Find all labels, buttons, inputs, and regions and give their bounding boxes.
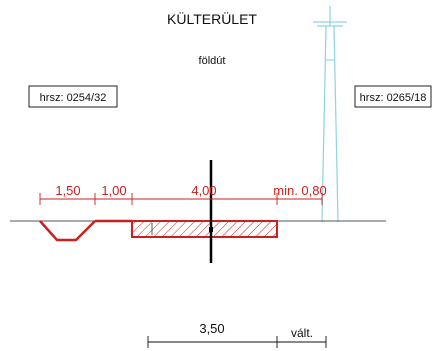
roadway-section [131,220,278,238]
dimension-ditch: 1,50 [55,183,80,198]
parcel-left: hrsz: 0254/32 [28,85,118,108]
dimension-shoulder: 1,00 [101,183,126,198]
lower-dimension-chain [147,336,327,348]
dimension-lower-suffix: vált. [291,326,313,340]
ditch [39,220,96,242]
dimension-roadway: 4,00 [191,183,216,198]
axis-marker [209,227,213,232]
utility-pole-icon [313,6,347,223]
drawing-title: KÜLTERÜLET [167,10,257,27]
parcel-right-label: hrsz: 0265/18 [360,92,427,104]
parcel-left-label: hrsz: 0254/32 [40,92,107,104]
upper-dimension-chain [39,193,323,205]
dimension-lower: 3,50 [199,321,224,336]
surface-label: földút [199,55,226,67]
parcel-right: hrsz: 0265/18 [354,85,432,108]
dimension-clearance: min. 0,80 [273,183,326,198]
